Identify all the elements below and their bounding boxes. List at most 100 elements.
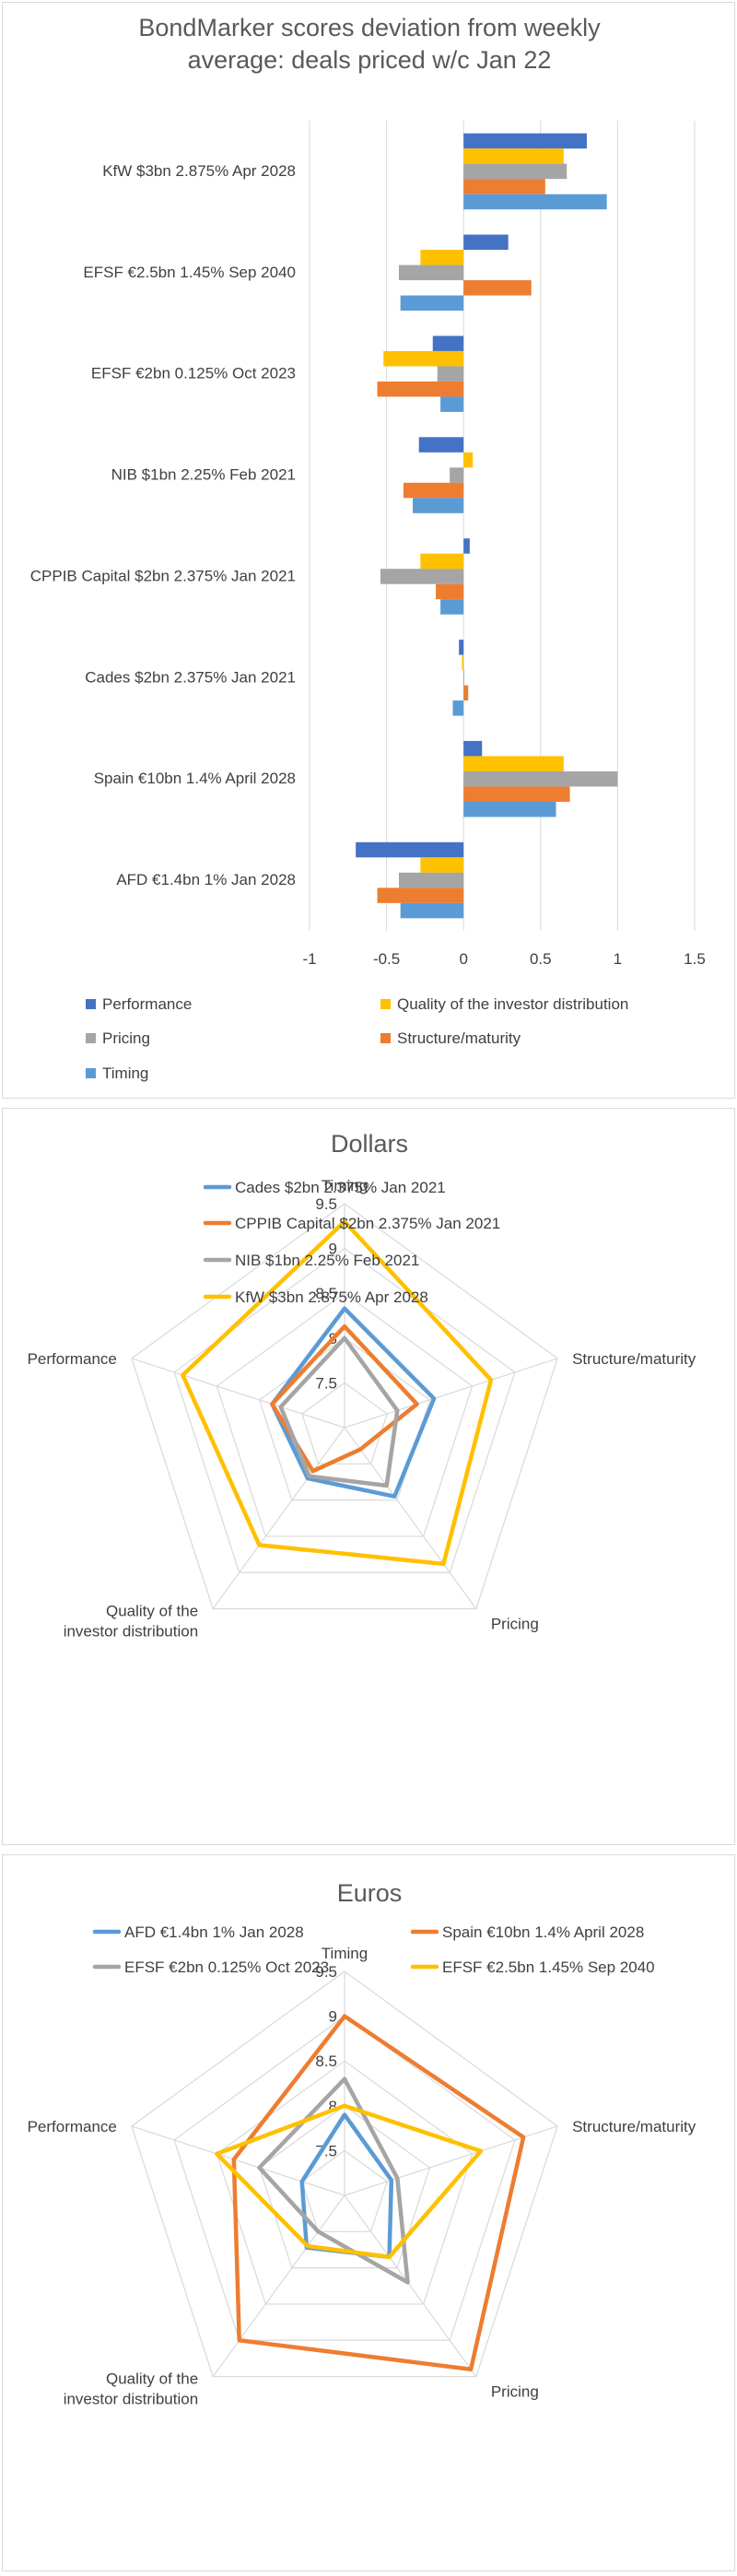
radar-gridline xyxy=(173,1247,516,1573)
legend-label: Performance xyxy=(102,995,192,1013)
series-line xyxy=(231,2014,526,2371)
bar xyxy=(413,498,464,513)
bar xyxy=(440,599,464,615)
category-label: NIB $1bn 2.25% Feb 2021 xyxy=(111,466,296,484)
series-line xyxy=(215,2103,484,2260)
legend-marker xyxy=(380,999,391,1009)
category-label: Cades $2bn 2.375% Jan 2021 xyxy=(85,668,296,686)
bar xyxy=(463,234,509,251)
bar xyxy=(463,756,564,771)
radial-tick-label: 7.5 xyxy=(315,1374,337,1392)
axis-label: investor distribution xyxy=(64,1623,198,1641)
radar-gridline xyxy=(258,2105,431,2269)
dollars-radar-panel: Dollars 7.5 8 8.5 9 9.5 Timing Structure/maturi… xyxy=(2,1108,735,1845)
radar-spoke xyxy=(131,1358,345,1429)
legend-label: Timing xyxy=(102,1065,148,1082)
category-label: CPPIB Capital $2bn 2.375% Jan 2021 xyxy=(30,567,296,584)
radar-spoke xyxy=(212,1427,345,1609)
axis-label: Quality of the xyxy=(106,2370,198,2388)
radial-tick-label: 9.5 xyxy=(315,1963,337,1981)
axis-label: Pricing xyxy=(491,1616,539,1633)
bar xyxy=(463,538,470,554)
series-line xyxy=(270,1323,419,1474)
bar xyxy=(463,740,483,757)
bar xyxy=(377,888,464,903)
x-tick-label: 1 xyxy=(614,950,622,968)
axis-label: Pricing xyxy=(491,2383,539,2401)
bar xyxy=(398,265,464,281)
category-label: EFSF €2bn 0.125% Oct 2023 xyxy=(91,365,296,382)
bar xyxy=(463,148,564,164)
x-tick-label: 1.5 xyxy=(684,950,706,968)
bar xyxy=(418,437,464,453)
category-label: Spain €10bn 1.4% April 2028 xyxy=(94,770,296,787)
radar-gridline xyxy=(301,1382,388,1464)
radar-gridline xyxy=(216,2060,474,2305)
bar xyxy=(400,295,464,312)
bar xyxy=(463,770,618,787)
bar xyxy=(463,133,587,149)
legend-label: Spain €10bn 1.4% April 2028 xyxy=(442,1923,644,1941)
radar-gridline xyxy=(216,1292,474,1537)
legend-label: NIB $1bn 2.25% Feb 2021 xyxy=(235,1252,419,1269)
axis-label: Performance xyxy=(28,2118,117,2135)
radial-tick-label: 9 xyxy=(329,1241,337,1258)
axis-label: Performance xyxy=(28,1350,117,1368)
category-label: KfW $3bn 2.875% Apr 2028 xyxy=(102,162,296,180)
bar xyxy=(420,250,464,265)
legend-label: KfW $3bn 2.875% Apr 2028 xyxy=(235,1288,428,1306)
x-tick-label: -0.5 xyxy=(373,950,400,968)
euros-radar-panel: Euros 7.5 8 8.5 9 9.5 Timing Structure/maturity… xyxy=(2,1854,735,2571)
bar xyxy=(452,700,464,716)
chart-title-line: average: deals priced w/c Jan 22 xyxy=(188,46,552,74)
chart-title: Euros xyxy=(337,1879,403,1907)
chart-title: Dollars xyxy=(331,1130,408,1158)
bar xyxy=(463,452,474,468)
legend-marker xyxy=(86,999,96,1009)
bar xyxy=(463,801,556,817)
radar-gridline xyxy=(173,2015,516,2341)
radial-tick-label: 8.5 xyxy=(315,1285,337,1302)
chart-title-line: BondMarker scores deviation from weekly xyxy=(138,14,601,41)
radar-spoke xyxy=(344,2194,477,2377)
bar xyxy=(377,381,464,397)
axis-label: Structure/maturity xyxy=(572,2118,696,2135)
series-line xyxy=(181,1219,494,1567)
axis-label: investor distribution xyxy=(64,2391,198,2408)
legend-label: Cades $2bn 2.375% Jan 2021 xyxy=(235,1179,446,1196)
bar xyxy=(459,640,464,655)
legend-label: AFD €1.4bn 1% Jan 2028 xyxy=(124,1923,304,1941)
dollars-radar-chart: Dollars7.588.599.5TimingStructure/maturi… xyxy=(28,1130,696,1641)
bar xyxy=(420,553,464,570)
bar xyxy=(463,280,532,296)
legend-label: Pricing xyxy=(102,1029,150,1047)
series-line xyxy=(257,2076,410,2285)
euros-radar-chart: Euros7.588.599.5TimingStructure/maturity… xyxy=(28,1879,696,2408)
legend-label: EFSF €2bn 0.125% Oct 2023 xyxy=(124,1958,329,1976)
radar-gridline xyxy=(131,1970,558,2378)
category-label: AFD €1.4bn 1% Jan 2028 xyxy=(116,871,296,888)
series-line xyxy=(278,1335,400,1488)
bar-chart-panel: BondMarker scores deviation from weekly a… xyxy=(2,2,735,1099)
legend-label: Structure/maturity xyxy=(397,1029,521,1047)
bar xyxy=(436,583,464,600)
axis-label: Structure/maturity xyxy=(572,1350,696,1368)
radar-spoke xyxy=(212,2194,345,2377)
bar xyxy=(420,857,464,873)
bar-chart: BondMarker scores deviation from weekly a… xyxy=(30,14,706,1082)
legend-marker xyxy=(86,1033,96,1043)
radar-gridline xyxy=(301,2149,388,2232)
bar xyxy=(432,335,464,351)
x-tick-label: -1 xyxy=(302,950,316,968)
axis-label: Quality of the xyxy=(106,1603,198,1620)
bar xyxy=(398,872,464,888)
radial-tick-label: 8.5 xyxy=(315,2053,337,2070)
legend-label: Quality of the investor distribution xyxy=(397,995,628,1013)
bar xyxy=(400,902,464,919)
radar-spoke xyxy=(131,2125,345,2196)
legend-marker xyxy=(86,1068,96,1078)
legend-marker xyxy=(380,1033,391,1043)
bar xyxy=(463,786,570,802)
bar xyxy=(463,163,567,180)
bar xyxy=(462,654,464,671)
